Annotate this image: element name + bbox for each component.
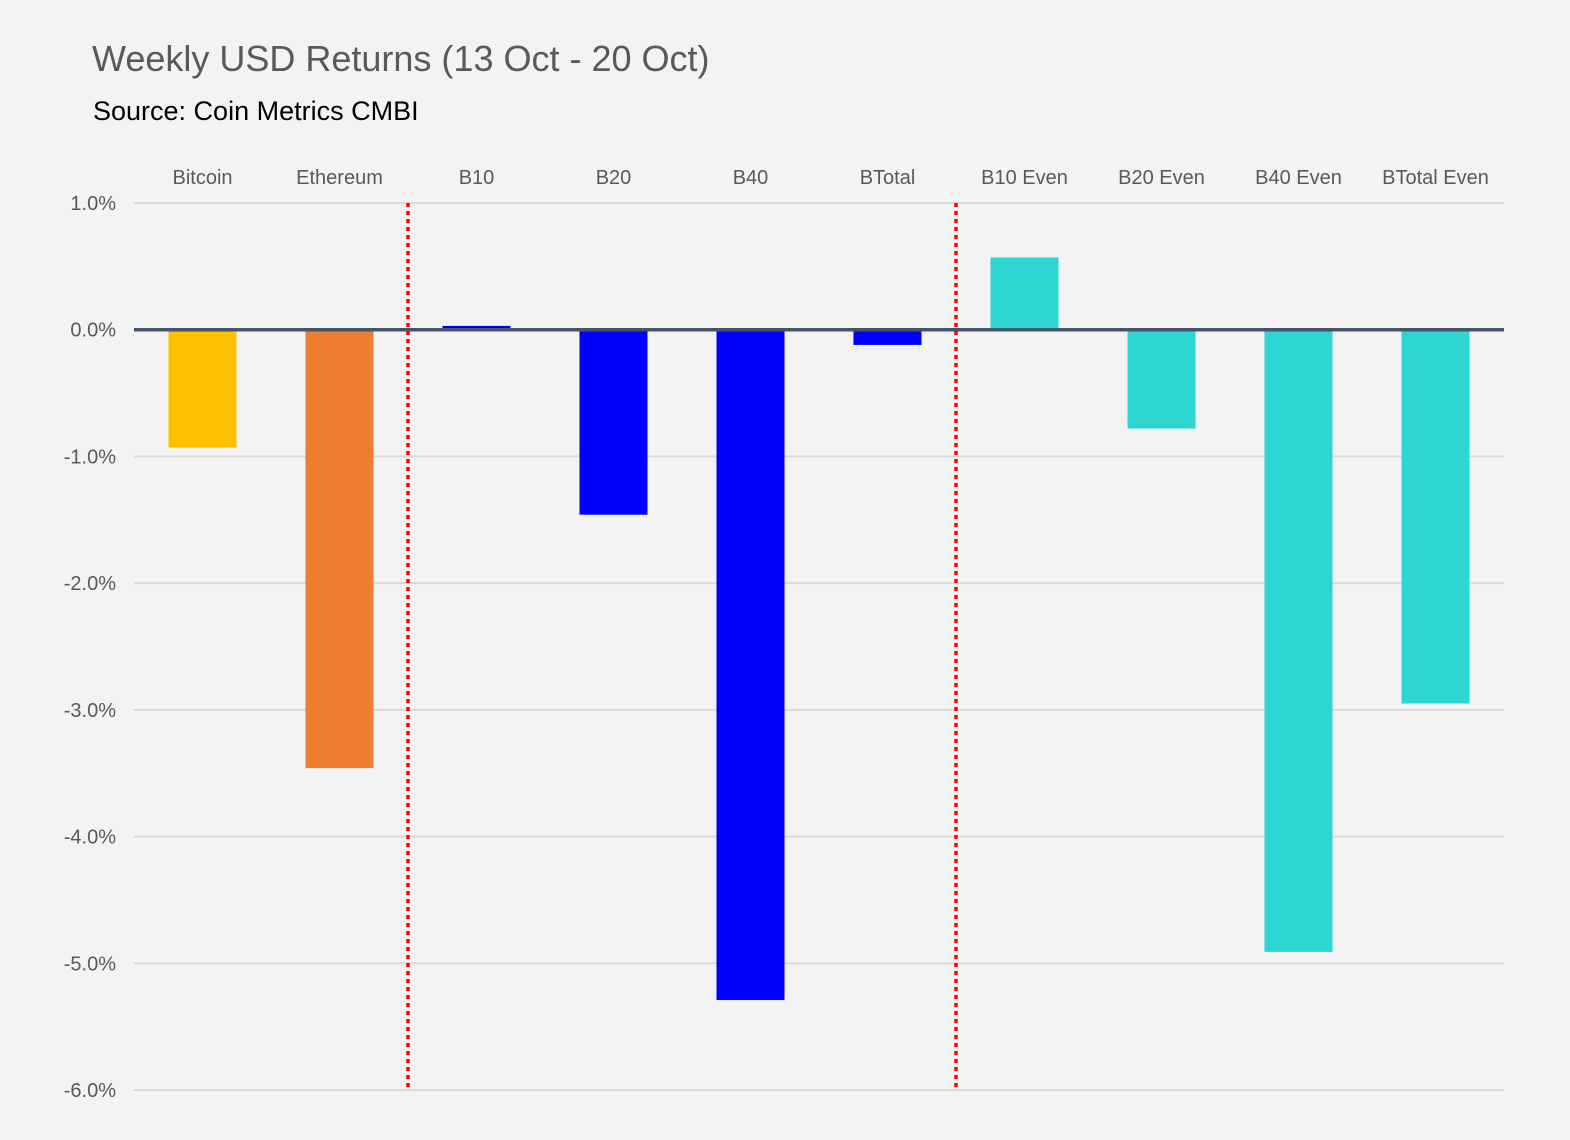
bar [990,257,1059,330]
category-label: Bitcoin [172,167,232,189]
bar [1264,329,1333,952]
y-tick-label: -1.0% [64,446,116,468]
bar [853,329,922,345]
category-label: B10 Even [981,167,1068,189]
category-label: B10 [459,167,495,189]
bar [716,329,785,1001]
bar [579,329,648,515]
y-tick-label: 1.0% [70,193,116,215]
y-tick-label: -6.0% [64,1080,116,1102]
category-label: B40 [733,167,769,189]
chart-title: Weekly USD Returns (13 Oct - 20 Oct) [92,38,710,79]
bar [442,325,511,330]
category-label: BTotal Even [1382,167,1489,189]
bar [1401,329,1470,704]
y-tick-label: -3.0% [64,700,116,722]
category-label: B40 Even [1255,167,1342,189]
category-label: B20 Even [1118,167,1205,189]
category-label: Ethereum [296,167,383,189]
y-tick-label: -4.0% [64,827,116,849]
y-tick-label: -2.0% [64,573,116,595]
category-label: B20 [596,167,632,189]
chart-subtitle: Source: Coin Metrics CMBI [93,96,419,126]
y-tick-label: 0.0% [70,320,116,342]
y-tick-label: -5.0% [64,953,116,975]
bar [168,329,237,448]
category-label: BTotal [860,167,916,189]
bar [1127,329,1196,429]
bar [305,329,374,769]
